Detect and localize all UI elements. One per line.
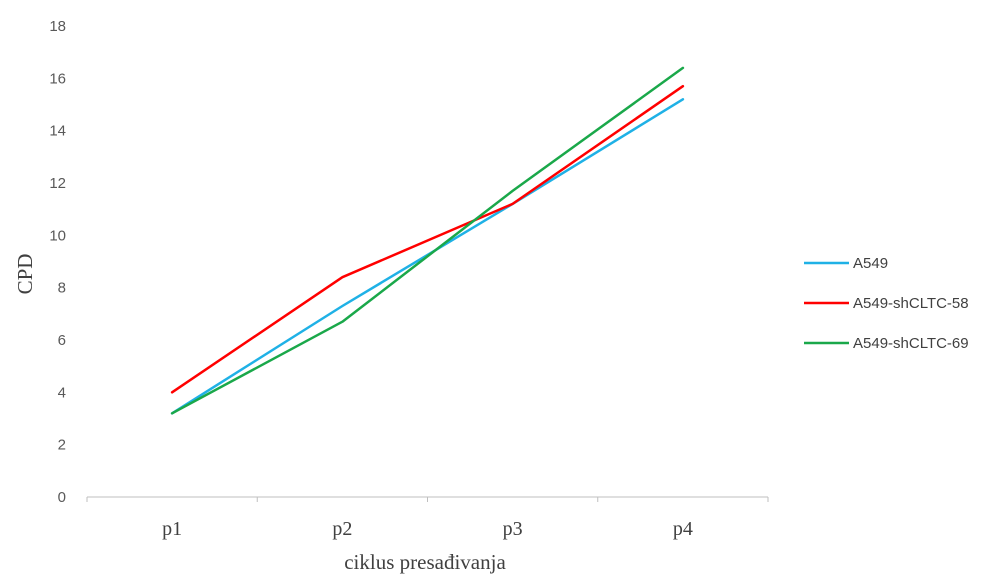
x-axis-categories: p1 p2 p3 p4 — [86, 497, 769, 540]
y-axis-title: CPD — [13, 254, 37, 295]
y-tick-label: 10 — [49, 227, 66, 244]
y-tick-label: 8 — [58, 280, 66, 297]
y-tick-label: 2 — [58, 437, 66, 454]
y-tick-label: 16 — [49, 70, 66, 87]
y-tick-label: 12 — [49, 175, 66, 192]
legend-label: A549-shCLTC-69 — [853, 335, 969, 352]
series-lines — [170, 66, 685, 415]
y-tick-label: 18 — [49, 18, 66, 35]
y-tick-label: 4 — [58, 384, 66, 401]
x-tick-label: p3 — [503, 518, 523, 540]
x-axis-title: ciklus presađivanja — [344, 550, 506, 574]
series-line-a549-shcltc-58 — [170, 84, 685, 394]
x-tick-label: p4 — [673, 518, 693, 540]
x-tick-label: p1 — [162, 518, 182, 540]
legend-label: A549 — [853, 255, 888, 272]
x-tick-label: p2 — [332, 518, 352, 540]
y-tick-label: 0 — [58, 489, 66, 506]
legend-label: A549-shCLTC-58 — [853, 295, 969, 312]
y-tick-label: 14 — [49, 123, 66, 140]
y-tick-label: 6 — [58, 332, 66, 349]
series-line-a549-shcltc-69 — [170, 66, 685, 415]
legend: A549 A549-shCLTC-58 A549-shCLTC-69 — [804, 255, 969, 352]
y-axis-ticks: 0 2 4 6 8 10 12 14 16 18 — [49, 18, 66, 506]
